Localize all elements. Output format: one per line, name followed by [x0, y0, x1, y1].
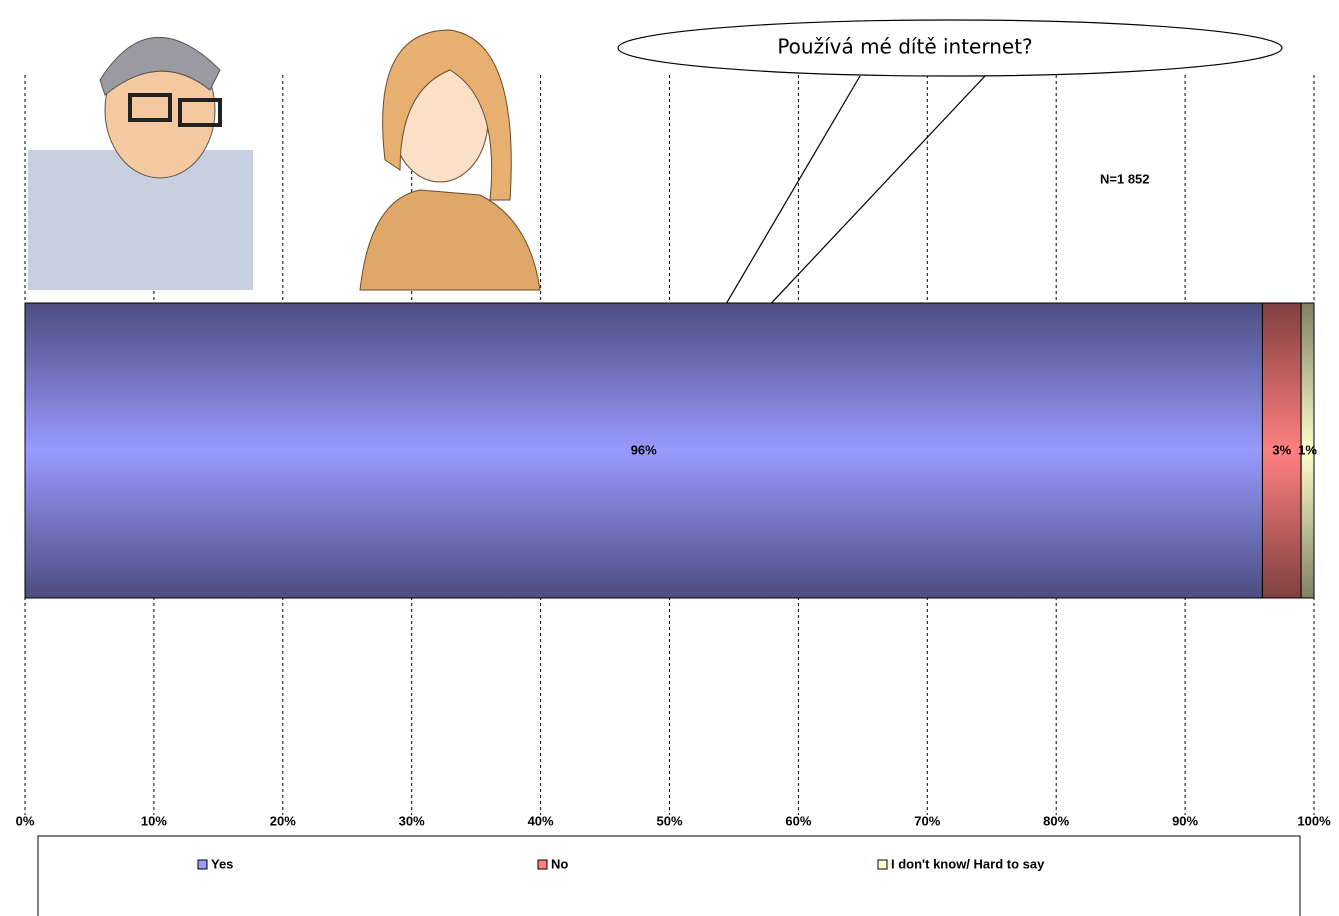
x-tick-label: 80%	[1043, 813, 1069, 828]
value-label: 3%	[1272, 442, 1291, 457]
x-tick-label: 40%	[528, 813, 554, 828]
sample-size: N=1 852	[1100, 171, 1150, 186]
x-tick-label: 90%	[1172, 813, 1198, 828]
legend-box	[37, 835, 1301, 916]
bar-segment	[1300, 302, 1315, 599]
x-tick-label: 100%	[1297, 813, 1331, 828]
value-label: 96%	[631, 442, 657, 457]
x-tick-label: 30%	[399, 813, 425, 828]
bar-segment	[1261, 302, 1302, 599]
legend-label: Yes	[211, 856, 233, 871]
legend-marker	[537, 859, 548, 870]
bar-segment	[24, 302, 1263, 599]
x-tick-label: 0%	[16, 813, 35, 828]
x-tick-label: 50%	[656, 813, 682, 828]
illustration-man	[28, 37, 253, 290]
legend-marker	[877, 859, 888, 870]
x-tick-label: 60%	[785, 813, 811, 828]
x-tick-label: 70%	[914, 813, 940, 828]
legend-label: No	[551, 856, 568, 871]
legend-label: I don't know/ Hard to say	[891, 856, 1045, 871]
illustration-woman	[359, 29, 541, 291]
value-label: 1%	[1298, 442, 1317, 457]
legend-marker	[197, 859, 208, 870]
x-tick-label: 20%	[270, 813, 296, 828]
x-tick-label: 10%	[141, 813, 167, 828]
speech-bubble: Používá mé dítě internet?	[617, 19, 1283, 431]
bubble-text: Používá mé dítě internet?	[777, 35, 1032, 59]
